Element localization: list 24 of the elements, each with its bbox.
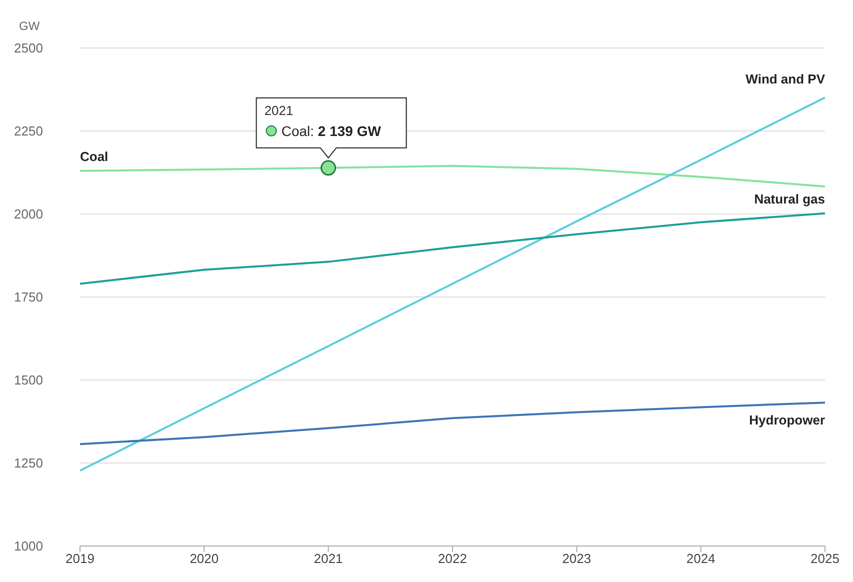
line-series bbox=[80, 96, 825, 472]
annotation: Coal: 2 139 GW bbox=[281, 122, 382, 139]
x-tick-label: 2021 bbox=[314, 551, 343, 566]
x-tick-label: 2023 bbox=[562, 551, 592, 566]
x-tick-label: 2024 bbox=[686, 551, 716, 566]
y-tick-label: 1750 bbox=[14, 290, 43, 305]
x-tick-label: 2025 bbox=[810, 551, 840, 566]
line-series bbox=[80, 402, 825, 446]
x-tick-label: 2019 bbox=[66, 551, 94, 566]
y-tick-label: 1000 bbox=[14, 538, 43, 554]
y-tick-label: 1500 bbox=[14, 372, 43, 388]
line-series bbox=[80, 212, 825, 285]
x-tick-label: 2022 bbox=[438, 551, 467, 566]
y-tick-label: 1250 bbox=[14, 456, 43, 471]
series-label: Natural gas bbox=[754, 191, 825, 206]
series-label: Coal bbox=[80, 148, 108, 164]
y-tick-label: 2500 bbox=[14, 40, 43, 56]
y-tick-label: 2000 bbox=[14, 206, 43, 222]
series-label: Wind and PV bbox=[746, 71, 826, 86]
annotation: 2021 bbox=[264, 102, 294, 118]
x-tick-label: 2020 bbox=[190, 551, 219, 566]
series-label: Hydropower bbox=[749, 412, 825, 428]
y-axis-title: GW bbox=[19, 19, 40, 33]
y-tick-label: 2250 bbox=[14, 124, 43, 139]
